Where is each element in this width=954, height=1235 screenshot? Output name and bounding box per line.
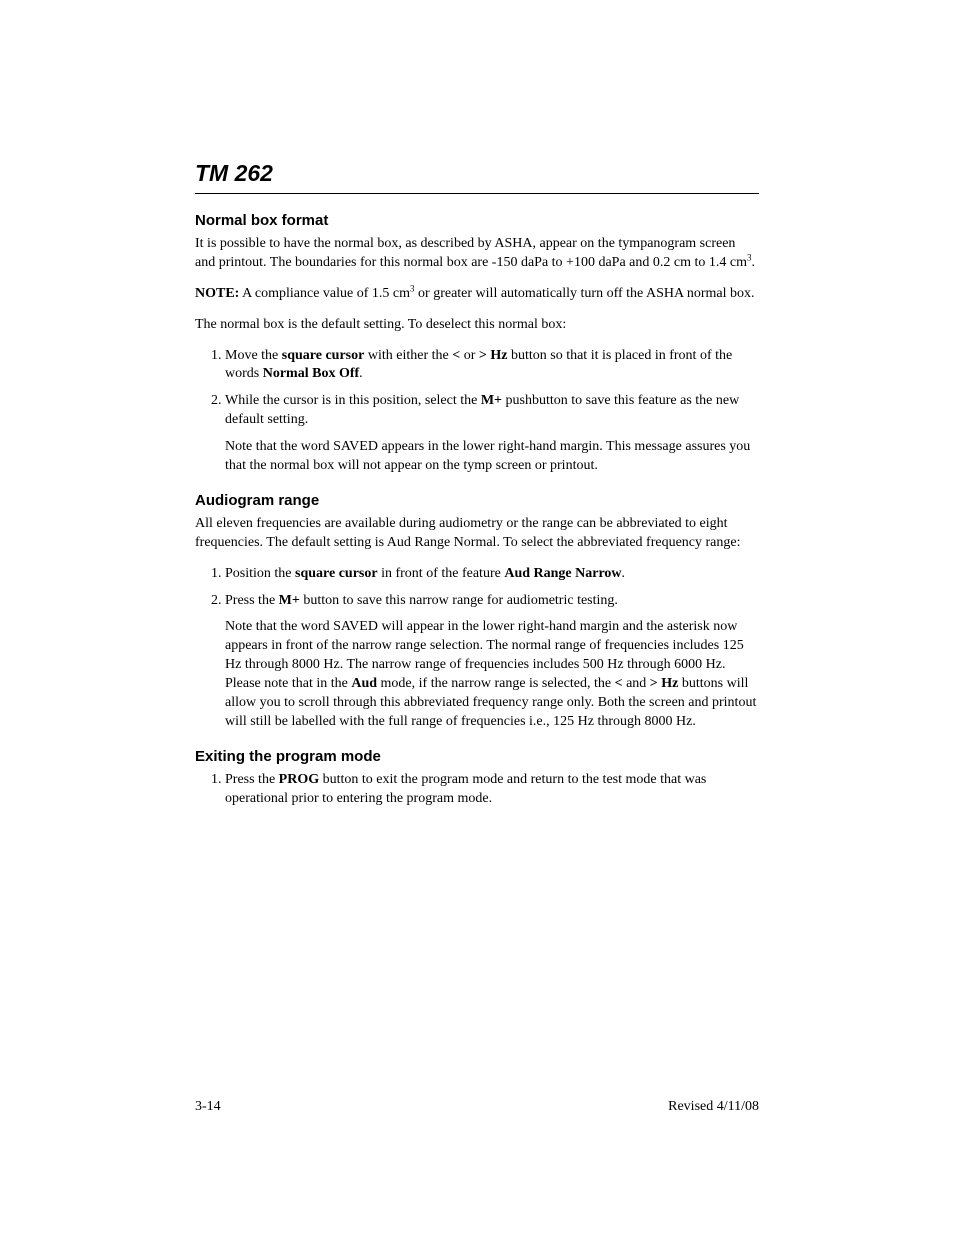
page-number: 3-14 xyxy=(195,1099,221,1115)
normal-box-p2: The normal box is the default setting. T… xyxy=(195,316,759,335)
bold-text: Aud xyxy=(351,676,377,691)
revision-date: Revised 4/11/08 xyxy=(668,1099,759,1115)
list-item: While the cursor is in this position, se… xyxy=(225,392,759,476)
normal-box-p1: It is possible to have the normal box, a… xyxy=(195,235,759,273)
normal-box-note: NOTE: A compliance value of 1.5 cm3 or g… xyxy=(195,285,759,304)
text: Press the xyxy=(225,593,279,608)
bold-text: square cursor xyxy=(282,348,365,363)
text: . xyxy=(622,566,626,581)
list-item: Position the square cursor in front of t… xyxy=(225,565,759,584)
text: mode, if the narrow range is selected, t… xyxy=(377,676,615,691)
bold-text: PROG xyxy=(279,772,319,787)
list-item: Press the PROG button to exit the progra… xyxy=(225,771,759,809)
normal-box-steps: Move the square cursor with either the <… xyxy=(195,347,759,476)
list-item-note: Note that the word SAVED will appear in … xyxy=(225,618,759,731)
bold-text: < xyxy=(452,348,460,363)
text: and xyxy=(623,676,650,691)
audiogram-p1: All eleven frequencies are available dur… xyxy=(195,515,759,553)
text: While the cursor is in this position, se… xyxy=(225,393,481,408)
text: with either the xyxy=(364,348,452,363)
heading-audiogram: Audiogram range xyxy=(195,492,759,509)
list-item-note: Note that the word SAVED appears in the … xyxy=(225,438,759,476)
heading-normal-box: Normal box format xyxy=(195,212,759,229)
bold-text: < xyxy=(615,676,623,691)
text: or xyxy=(460,348,479,363)
text: Press the xyxy=(225,772,279,787)
title-rule xyxy=(195,193,759,194)
exiting-steps: Press the PROG button to exit the progra… xyxy=(195,771,759,809)
bold-text: > Hz xyxy=(479,348,508,363)
text: Move the xyxy=(225,348,282,363)
text: A compliance value of 1.5 cm xyxy=(239,286,410,301)
text: . xyxy=(751,255,755,270)
text: or greater will automatically turn off t… xyxy=(415,286,755,301)
note-label: NOTE: xyxy=(195,286,239,301)
text: It is possible to have the normal box, a… xyxy=(195,236,747,270)
list-item: Press the M+ button to save this narrow … xyxy=(225,592,759,732)
doc-title: TM 262 xyxy=(195,160,759,187)
bold-text: square cursor xyxy=(295,566,378,581)
bold-text: M+ xyxy=(481,393,502,408)
bold-text: Normal Box Off xyxy=(263,366,359,381)
bold-text: > Hz xyxy=(650,676,679,691)
page-content: TM 262 Normal box format It is possible … xyxy=(0,0,954,809)
bold-text: Aud Range Narrow xyxy=(504,566,621,581)
text: button to save this narrow range for aud… xyxy=(300,593,618,608)
page-footer: 3-14 Revised 4/11/08 xyxy=(195,1099,759,1115)
text: . xyxy=(359,366,363,381)
list-item: Move the square cursor with either the <… xyxy=(225,347,759,385)
text: Position the xyxy=(225,566,295,581)
text: in front of the feature xyxy=(378,566,505,581)
audiogram-steps: Position the square cursor in front of t… xyxy=(195,565,759,732)
bold-text: M+ xyxy=(279,593,300,608)
heading-exiting: Exiting the program mode xyxy=(195,748,759,765)
